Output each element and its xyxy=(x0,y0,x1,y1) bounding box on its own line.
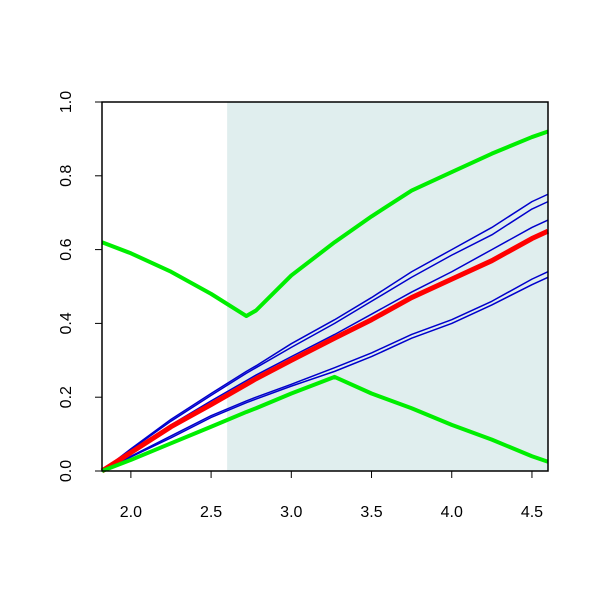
line xyxy=(101,129,549,319)
line xyxy=(101,193,549,472)
y-tick-label: 0.6 xyxy=(58,238,75,260)
y-tick-label: 1.0 xyxy=(58,91,75,113)
x-tick-label: 4.5 xyxy=(521,504,543,521)
y-tick-label: 0.4 xyxy=(58,312,75,334)
x-tick-label: 2.5 xyxy=(200,504,222,521)
line xyxy=(101,271,549,472)
line xyxy=(101,200,549,472)
plot-frame xyxy=(101,101,549,472)
y-tick-label: 0.2 xyxy=(58,386,75,408)
x-tick-label: 3.0 xyxy=(280,504,302,521)
line xyxy=(101,374,549,473)
y-tick-label: 0.0 xyxy=(58,460,75,482)
x-tick-label: 4.0 xyxy=(441,504,463,521)
line xyxy=(101,276,549,472)
line xyxy=(100,228,550,474)
x-tick-label: 3.5 xyxy=(360,504,382,521)
y-tick-label: 0.8 xyxy=(58,165,75,187)
x-tick-label: 2.0 xyxy=(120,504,142,521)
